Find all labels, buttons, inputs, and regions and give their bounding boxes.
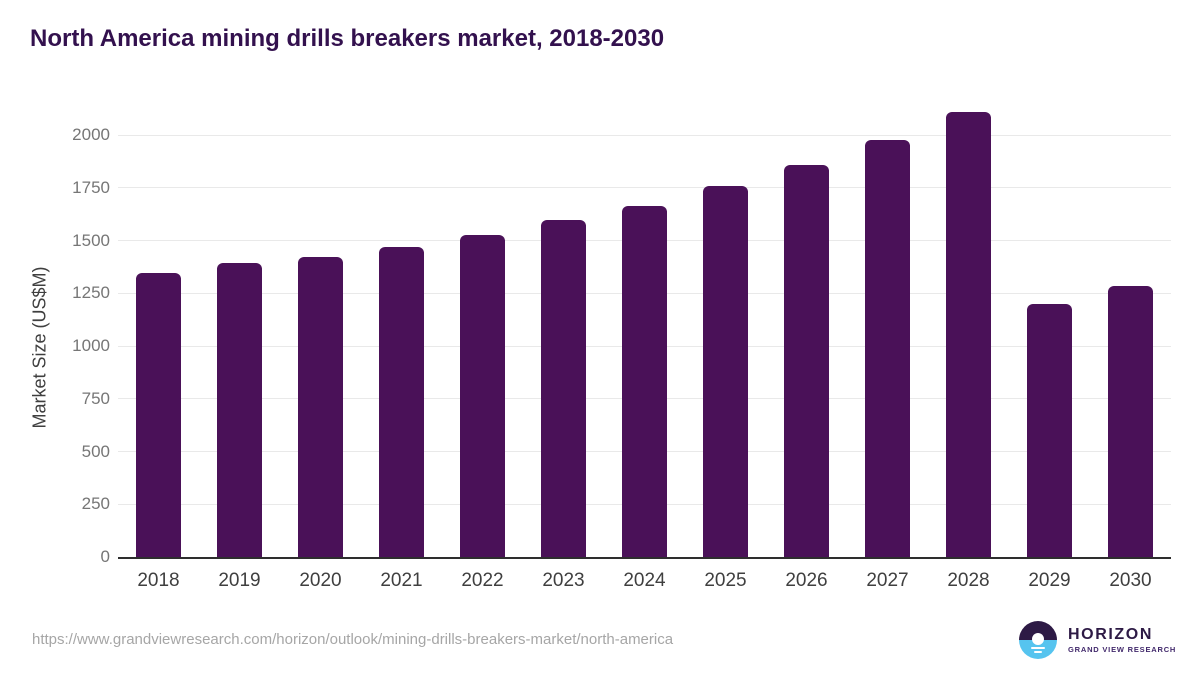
bar-2020 — [298, 257, 343, 557]
x-tick-label: 2021 — [380, 570, 423, 591]
gridline — [118, 187, 1171, 189]
bar-2025 — [703, 185, 748, 557]
bars — [118, 111, 1171, 557]
x-tick-label: 2030 — [1109, 570, 1152, 591]
bar-2022 — [460, 235, 505, 557]
x-axis-line — [118, 557, 1171, 559]
horizon-logo-name: HORIZON — [1068, 625, 1153, 643]
y-axis-tick-labels: 0 250 500 750 1000 1250 1500 1750 2000 — [0, 126, 110, 566]
bar-2028 — [946, 111, 991, 557]
horizon-logo-icon — [1019, 621, 1057, 659]
bar-2018 — [136, 273, 181, 557]
y-tick-label: 750 — [81, 388, 110, 408]
water-ripple-icon — [1034, 651, 1042, 653]
x-tick-label: 2027 — [866, 570, 909, 591]
bar-2023 — [541, 220, 586, 557]
horizon-logo-text: HORIZON GRAND VIEW RESEARCH — [1068, 625, 1177, 654]
water-ripple-icon — [1031, 647, 1045, 649]
gridline — [118, 134, 1171, 136]
y-tick-label: 2000 — [72, 125, 110, 144]
plot-area — [118, 111, 1171, 557]
bar-2030 — [1108, 285, 1153, 557]
x-tick-label: 2028 — [947, 570, 990, 591]
y-tick-label: 0 — [100, 547, 110, 566]
horizon-logo: HORIZON GRAND VIEW RESEARCH — [1019, 621, 1176, 659]
x-tick-label: 2026 — [785, 570, 828, 591]
sun-icon — [1032, 633, 1044, 645]
y-tick-label: 1500 — [72, 230, 110, 250]
chart-title: North America mining drills breakers mar… — [30, 25, 665, 52]
x-tick-label: 2029 — [1028, 570, 1071, 591]
y-tick-label: 1250 — [72, 283, 110, 303]
source-url: https://www.grandviewresearch.com/horizo… — [32, 631, 674, 648]
y-tick-label: 1750 — [72, 177, 110, 197]
y-tick-label: 1000 — [72, 336, 110, 355]
x-axis-tick-labels: 2018 2019 2020 2021 2022 2023 2024 2025 2026 2027… — [118, 570, 1171, 592]
horizon-logo-subtitle: GRAND VIEW RESEARCH — [1068, 644, 1177, 654]
bar-2027 — [865, 140, 910, 557]
x-tick-label: 2019 — [218, 570, 261, 591]
x-tick-label: 2020 — [299, 570, 342, 591]
bar-2019 — [217, 262, 262, 557]
x-tick-label: 2025 — [704, 570, 747, 591]
bar-2029 — [1027, 303, 1072, 557]
y-tick-label: 500 — [81, 441, 110, 461]
bar-2021 — [379, 246, 424, 557]
x-tick-label: 2018 — [137, 570, 180, 591]
x-tick-label: 2024 — [623, 570, 666, 591]
bar-2026 — [784, 164, 829, 557]
bar-2024 — [622, 205, 667, 557]
x-tick-label: 2022 — [461, 570, 504, 591]
x-tick-label: 2023 — [542, 570, 585, 591]
y-tick-label: 250 — [81, 494, 110, 514]
